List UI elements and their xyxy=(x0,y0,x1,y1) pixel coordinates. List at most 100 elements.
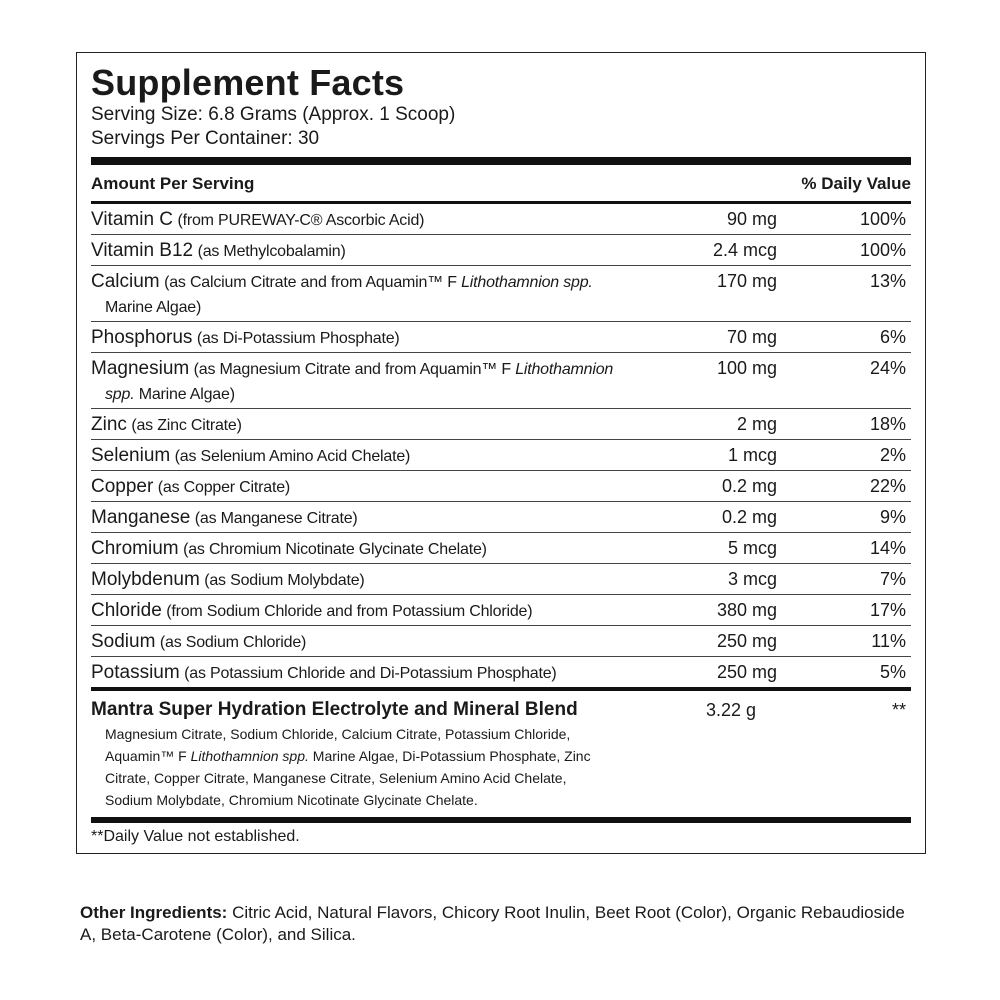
nutrient-amount: 1 mcg xyxy=(727,445,777,465)
text-part: (as Magnesium Citrate and from Aquamin™ … xyxy=(193,361,516,378)
nutrient-source: (as Magnesium Citrate and from Aquamin™ … xyxy=(105,361,613,403)
nutrient-amount: 250 mg xyxy=(716,662,777,682)
nutrient-amount: 2.4 mcg xyxy=(712,240,777,260)
nutrient-dv: 9% xyxy=(879,507,906,527)
divider xyxy=(91,817,911,823)
nutrient-source: (as Methylcobalamin) xyxy=(198,243,346,260)
text-part: (as Zinc Citrate) xyxy=(131,417,242,434)
nutrient-row: Vitamin B12 (as Methylcobalamin) 2.4 mcg 1… xyxy=(91,235,911,266)
nutrient-source: (as Zinc Citrate) xyxy=(131,417,242,434)
nutrient-row: Potassium (as Potassium Chloride and Di-… xyxy=(91,657,911,687)
italic-part: Lithothamnion spp. xyxy=(461,274,593,291)
nutrient-name: Vitamin B12 xyxy=(91,240,194,261)
nutrient-amount: 170 mg xyxy=(716,271,777,291)
nutrient-row: Phosphorus (as Di-Potassium Phosphate) 70… xyxy=(91,322,911,353)
nutrient-source: (as Manganese Citrate) xyxy=(195,510,358,527)
nutrient-row: Magnesium (as Magnesium Citrate and from… xyxy=(91,353,911,409)
divider xyxy=(91,157,911,165)
nutrient-dv: 7% xyxy=(879,569,906,589)
blend-ingredients: Magnesium Citrate, Sodium Chloride, Calc… xyxy=(91,723,595,811)
nutrient-cell: Magnesium (as Magnesium Citrate and from… xyxy=(91,356,682,407)
text-part: (from PUREWAY-C® Ascorbic Acid) xyxy=(177,212,425,229)
table-header: Amount Per Serving % Daily Value xyxy=(91,165,911,204)
nutrient-cell: Calcium (as Calcium Citrate and from Aqu… xyxy=(91,269,682,320)
title: Supplement Facts xyxy=(91,62,405,103)
nutrient-row: Vitamin C (from PUREWAY-C® Ascorbic Acid… xyxy=(91,204,911,235)
nutrient-name: Selenium xyxy=(91,445,171,466)
other-ingredients: Other Ingredients: Citric Acid, Natural … xyxy=(80,902,920,946)
blend-name: Mantra Super Hydration Electrolyte and M… xyxy=(91,699,578,720)
nutrient-name: Vitamin C xyxy=(91,209,174,230)
text-part: (as Copper Citrate) xyxy=(157,479,291,496)
nutrient-name: Potassium xyxy=(91,662,180,683)
nutrient-dv: 100% xyxy=(859,209,906,229)
other-label: Other Ingredients: xyxy=(80,903,228,922)
nutrient-name: Chromium xyxy=(91,538,179,559)
nutrient-cell: Chromium (as Chromium Nicotinate Glycina… xyxy=(91,536,682,562)
blend-row: Mantra Super Hydration Electrolyte and M… xyxy=(91,687,911,817)
nutrient-dv: 100% xyxy=(859,240,906,260)
nutrient-name: Zinc xyxy=(91,414,127,435)
italic-part: Lithothamnion spp. xyxy=(190,748,309,764)
text-part: (from Sodium Chloride and from Potassium… xyxy=(166,603,533,620)
text-part: Marine Algae) xyxy=(105,299,202,316)
nutrient-amount: 3 mcg xyxy=(727,569,777,589)
header-dv: % Daily Value xyxy=(801,174,911,193)
text-part: (as Sodium Molybdate) xyxy=(204,572,365,589)
nutrient-row: Chromium (as Chromium Nicotinate Glycina… xyxy=(91,533,911,564)
nutrient-row: Molybdenum (as Sodium Molybdate) 3 mcg 7% xyxy=(91,564,911,595)
other-text: Citric Acid, Natural Flavors, Chicory Ro… xyxy=(80,903,905,944)
text-part: (as Selenium Amino Acid Chelate) xyxy=(174,448,411,465)
nutrient-row: Manganese (as Manganese Citrate) 0.2 mg 9% xyxy=(91,502,911,533)
nutrient-amount: 0.2 mg xyxy=(721,476,777,496)
nutrient-amount: 100 mg xyxy=(716,358,777,378)
nutrient-row: Calcium (as Calcium Citrate and from Aqu… xyxy=(91,266,911,322)
nutrient-dv: 24% xyxy=(869,358,906,378)
text-part: Marine Algae) xyxy=(134,386,235,403)
nutrient-rows: Vitamin C (from PUREWAY-C® Ascorbic Acid… xyxy=(91,204,911,687)
servings-per-container: Servings Per Container: 30 xyxy=(91,128,320,149)
nutrient-row: Zinc (as Zinc Citrate) 2 mg 18% xyxy=(91,409,911,440)
text-part: (as Methylcobalamin) xyxy=(197,243,346,260)
nutrient-source: (as Copper Citrate) xyxy=(158,479,290,496)
nutrient-amount: 70 mg xyxy=(726,327,777,347)
nutrient-cell: Potassium (as Potassium Chloride and Di-… xyxy=(91,660,682,686)
text-part: (as Calcium Citrate and from Aquamin™ F xyxy=(164,274,462,291)
italic-part: Lithothamnion spp. xyxy=(105,361,614,403)
nutrient-dv: 6% xyxy=(879,327,906,347)
nutrient-source: (as Selenium Amino Acid Chelate) xyxy=(175,448,411,465)
text-part: (as Potassium Chloride and Di-Potassium … xyxy=(184,665,557,682)
nutrient-cell: Phosphorus (as Di-Potassium Phosphate) xyxy=(91,325,682,351)
nutrient-cell: Chloride (from Sodium Chloride and from … xyxy=(91,598,682,624)
nutrient-amount: 5 mcg xyxy=(727,538,777,558)
text-part: Marine Algae, Di-Potassium Phosphate, Zi… xyxy=(105,748,591,808)
facts-panel: Supplement Facts Serving Size: 6.8 Grams… xyxy=(76,52,926,854)
nutrient-source: (as Di-Potassium Phosphate) xyxy=(197,330,400,347)
nutrient-name: Sodium xyxy=(91,631,156,652)
nutrient-row: Selenium (as Selenium Amino Acid Chelate… xyxy=(91,440,911,471)
nutrient-amount: 250 mg xyxy=(716,631,777,651)
text-part: (as Sodium Chloride) xyxy=(159,634,307,651)
text-part: (as Chromium Nicotinate Glycinate Chelat… xyxy=(183,541,487,558)
nutrient-dv: 22% xyxy=(869,476,906,496)
nutrient-dv: 11% xyxy=(871,631,906,651)
nutrient-source: (as Chromium Nicotinate Glycinate Chelat… xyxy=(183,541,487,558)
nutrient-name: Magnesium xyxy=(91,358,190,379)
nutrient-amount: 0.2 mg xyxy=(721,507,777,527)
nutrient-dv: 18% xyxy=(869,414,906,434)
nutrient-amount: 380 mg xyxy=(716,600,777,620)
text-part: Magnesium Citrate, Sodium Chloride, Calc… xyxy=(105,726,571,764)
blend-cell: Mantra Super Hydration Electrolyte and M… xyxy=(91,697,682,811)
nutrient-row: Copper (as Copper Citrate) 0.2 mg 22% xyxy=(91,471,911,502)
nutrient-name: Chloride xyxy=(91,600,162,621)
header-amount: Amount Per Serving xyxy=(91,174,255,193)
nutrient-cell: Copper (as Copper Citrate) xyxy=(91,474,682,500)
nutrient-row: Chloride (from Sodium Chloride and from … xyxy=(91,595,911,626)
nutrient-dv: 13% xyxy=(869,271,906,291)
nutrient-dv: 17% xyxy=(869,600,906,620)
footnote: **Daily Value not established. xyxy=(91,828,300,845)
blend-dv: ** xyxy=(891,700,906,720)
nutrient-source: (as Sodium Chloride) xyxy=(160,634,306,651)
nutrient-name: Phosphorus xyxy=(91,327,193,348)
